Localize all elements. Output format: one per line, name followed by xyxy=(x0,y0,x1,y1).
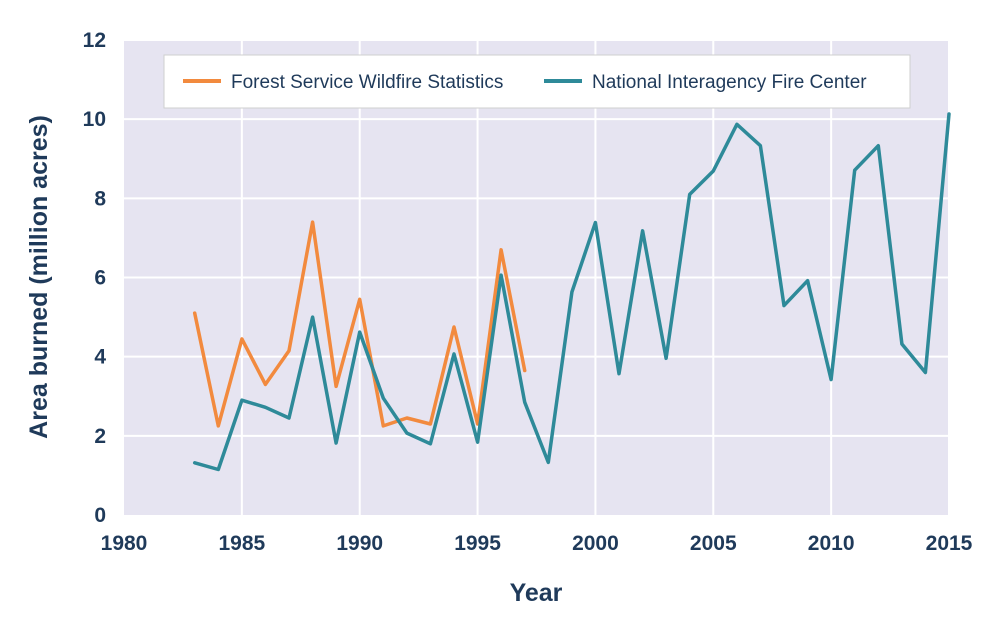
gridlines xyxy=(124,39,950,515)
series-line-nifc xyxy=(192,112,951,472)
legend-label-nifc: National Interagency Fire Center xyxy=(592,72,867,93)
legend: Forest Service Wildfire Statistics Natio… xyxy=(163,54,911,109)
x-tick-label: 1995 xyxy=(454,532,501,555)
y-tick-labels: 0 2 4 6 8 10 12 xyxy=(83,29,107,527)
x-tick-label: 2005 xyxy=(690,532,737,555)
x-tick-label: 1990 xyxy=(336,532,383,555)
y-tick-label: 0 xyxy=(94,504,106,527)
x-tick-label: 1980 xyxy=(101,532,148,555)
y-tick-label: 4 xyxy=(94,346,106,369)
x-tick-label: 1985 xyxy=(218,532,265,555)
y-tick-label: 12 xyxy=(83,29,106,52)
series-lines xyxy=(192,112,951,472)
y-tick-label: 2 xyxy=(94,425,106,448)
x-tick-labels: 1980 1985 1990 1995 2000 2005 2010 2015 xyxy=(101,532,973,555)
x-axis-title: Year xyxy=(510,579,563,607)
legend-box xyxy=(163,54,911,109)
y-axis-title: Area burned (million acres) xyxy=(25,115,53,439)
x-tick-label: 2015 xyxy=(926,532,973,555)
y-tick-label: 8 xyxy=(94,187,106,210)
x-tick-label: 2000 xyxy=(572,532,619,555)
legend-label-forest-service: Forest Service Wildfire Statistics xyxy=(231,72,503,93)
y-tick-label: 10 xyxy=(83,108,106,131)
y-tick-label: 6 xyxy=(94,267,106,290)
x-tick-label: 2010 xyxy=(808,532,855,555)
series-line-forest-service xyxy=(192,220,527,428)
